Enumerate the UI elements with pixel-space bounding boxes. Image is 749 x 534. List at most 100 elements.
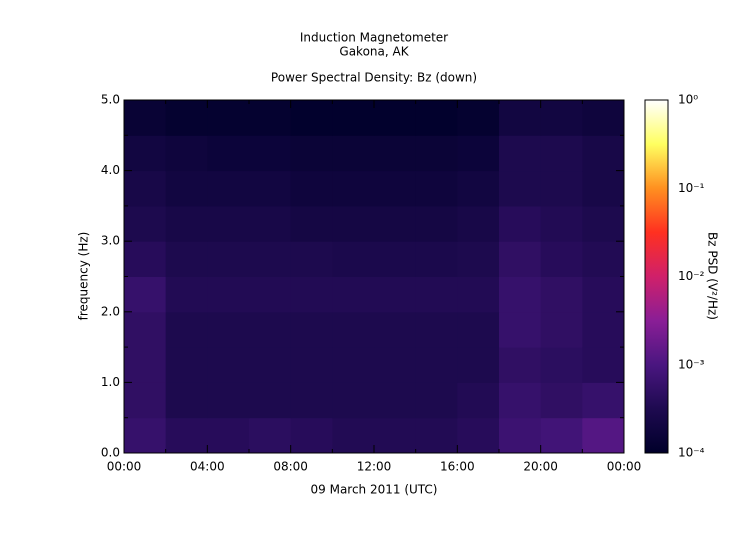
x-tick-label: 16:00 bbox=[440, 460, 475, 474]
heatmap-cell bbox=[540, 382, 583, 419]
heatmap-cell bbox=[415, 135, 458, 172]
heatmap-cell bbox=[415, 347, 458, 383]
heatmap-cell bbox=[457, 382, 500, 419]
heatmap-cell bbox=[207, 170, 250, 207]
heatmap-cell bbox=[124, 382, 167, 419]
heatmap-cell bbox=[374, 276, 417, 313]
heatmap-cell bbox=[290, 135, 333, 172]
heatmap-cell bbox=[374, 241, 417, 277]
heatmap-cell bbox=[374, 170, 417, 207]
heatmap-cell bbox=[415, 205, 458, 242]
heatmap-cell bbox=[249, 417, 292, 454]
heatmap-cell bbox=[207, 241, 250, 277]
heatmap-cell bbox=[124, 276, 167, 313]
heatmap-cell bbox=[499, 417, 542, 454]
heatmap-cell bbox=[249, 382, 292, 419]
heatmap-cell bbox=[165, 135, 208, 172]
y-tick-label: 5.0 bbox=[101, 93, 120, 107]
heatmap-cell bbox=[540, 170, 583, 207]
heatmap-cell bbox=[332, 205, 375, 242]
heatmap-cell bbox=[374, 100, 417, 136]
heatmap-cell bbox=[207, 417, 250, 454]
heatmap-cell bbox=[290, 100, 333, 136]
heatmap-cell bbox=[124, 311, 167, 348]
colorbar-tick-label: 10⁻² bbox=[678, 269, 705, 283]
heatmap-cell bbox=[540, 311, 583, 348]
heatmap-cell bbox=[582, 135, 625, 172]
heatmap-cell bbox=[499, 100, 542, 136]
heatmap-cell bbox=[124, 205, 167, 242]
heatmap-cell bbox=[249, 100, 292, 136]
heatmap-cell bbox=[374, 417, 417, 454]
heatmap-cell bbox=[165, 382, 208, 419]
heatmap-cell bbox=[457, 347, 500, 383]
heatmap-cell bbox=[165, 170, 208, 207]
heatmap-cell bbox=[207, 347, 250, 383]
heatmap-cell bbox=[540, 100, 583, 136]
heatmap-cell bbox=[457, 241, 500, 277]
heatmap-cell bbox=[457, 205, 500, 242]
y-axis-label: frequency (Hz) bbox=[77, 232, 91, 321]
heatmap-cell bbox=[207, 100, 250, 136]
heatmap-cell bbox=[249, 276, 292, 313]
heatmap-cell bbox=[540, 417, 583, 454]
axes bbox=[123, 99, 668, 454]
heatmap-cell bbox=[290, 347, 333, 383]
heatmap-cell bbox=[582, 311, 625, 348]
heatmap-cell bbox=[457, 417, 500, 454]
heatmap-cell bbox=[290, 311, 333, 348]
x-tick-label: 08:00 bbox=[273, 460, 308, 474]
heatmap-cell bbox=[499, 170, 542, 207]
heatmap-cell bbox=[499, 135, 542, 172]
heatmap-cell bbox=[499, 241, 542, 277]
colorbar-label: Bz PSD (V²/Hz) bbox=[706, 232, 720, 320]
heatmap-cell bbox=[249, 311, 292, 348]
heatmap-cell bbox=[165, 417, 208, 454]
heatmap-cell bbox=[374, 347, 417, 383]
heatmap-cell bbox=[332, 311, 375, 348]
heatmap-cell bbox=[540, 205, 583, 242]
heatmap-cell bbox=[457, 170, 500, 207]
y-tick-label: 0.0 bbox=[101, 446, 120, 460]
y-tick-label: 1.0 bbox=[101, 375, 120, 389]
heatmap-cell bbox=[332, 100, 375, 136]
heatmap-cell bbox=[582, 417, 625, 454]
heatmap-cell bbox=[415, 100, 458, 136]
heatmap-cell bbox=[540, 241, 583, 277]
heatmap-cell bbox=[332, 347, 375, 383]
heatmap-cell bbox=[124, 170, 167, 207]
colorbar-tick-label: 10⁻³ bbox=[678, 357, 705, 371]
x-tick-label: 12:00 bbox=[357, 460, 392, 474]
heatmap-cell bbox=[540, 347, 583, 383]
heatmap-cell bbox=[249, 241, 292, 277]
heatmap-cell bbox=[249, 135, 292, 172]
heatmap-cell bbox=[124, 135, 167, 172]
heatmap-cell bbox=[332, 135, 375, 172]
heatmap-cell bbox=[499, 205, 542, 242]
heatmap-cell bbox=[582, 205, 625, 242]
heatmap-cell bbox=[165, 205, 208, 242]
heatmap-cell bbox=[374, 382, 417, 419]
heatmap-cell bbox=[207, 205, 250, 242]
heatmap-cell bbox=[499, 311, 542, 348]
heatmap-cell bbox=[165, 347, 208, 383]
heatmap-cell bbox=[499, 382, 542, 419]
x-tick-label: 04:00 bbox=[190, 460, 225, 474]
plot-title: Power Spectral Density: Bz (down) bbox=[271, 71, 477, 85]
colorbar-tick-label: 10⁰ bbox=[678, 93, 698, 107]
x-tick-label: 00:00 bbox=[607, 460, 642, 474]
heatmap-cell bbox=[207, 276, 250, 313]
heatmap-cell bbox=[249, 170, 292, 207]
colorbar-tick-label: 10⁻⁴ bbox=[678, 446, 705, 460]
heatmap-cell bbox=[582, 100, 625, 136]
heatmap-cell bbox=[457, 100, 500, 136]
x-tick-label: 20:00 bbox=[523, 460, 558, 474]
colorbar bbox=[644, 99, 669, 454]
heatmap-cell bbox=[582, 347, 625, 383]
heatmap-cell bbox=[374, 205, 417, 242]
heatmap-cell bbox=[290, 170, 333, 207]
heatmap-cell bbox=[582, 170, 625, 207]
heatmap-cell bbox=[332, 276, 375, 313]
heatmap-cell bbox=[457, 311, 500, 348]
